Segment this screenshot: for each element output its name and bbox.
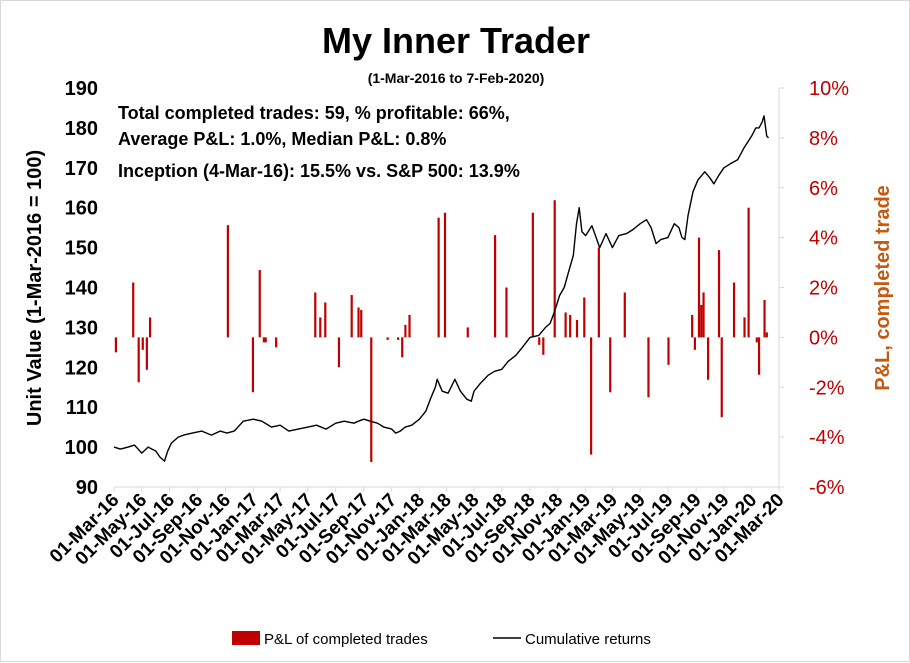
right-tick-label: 4% xyxy=(809,228,838,250)
right-tick-label: 0% xyxy=(809,327,838,349)
pnl-bar xyxy=(397,337,400,340)
pnl-bar xyxy=(747,207,750,338)
pnl-bar xyxy=(732,282,736,338)
left-tick-label: 120 xyxy=(65,357,98,379)
pnl-bar xyxy=(505,287,508,338)
pnl-bar xyxy=(466,327,469,338)
right-tick-label: 6% xyxy=(809,178,838,200)
left-tick-label: 130 xyxy=(65,317,98,339)
pnl-bar xyxy=(404,324,407,338)
right-axis-label: P&L, completed trade xyxy=(872,185,894,391)
pnl-bar xyxy=(258,270,261,338)
pnl-bar xyxy=(720,337,723,418)
pnl-bar xyxy=(667,337,670,365)
pnl-bar xyxy=(693,337,696,350)
right-tick-label: 8% xyxy=(809,128,838,150)
chart-title: My Inner Trader xyxy=(322,20,590,61)
left-tick-label: 150 xyxy=(65,238,98,260)
pnl-bar xyxy=(755,337,758,343)
pnl-bar xyxy=(763,299,766,338)
left-tick-label: 180 xyxy=(65,118,98,140)
pnl-bar xyxy=(314,292,317,338)
pnl-bar xyxy=(275,337,278,348)
left-tick-label: 190 xyxy=(65,78,98,100)
pnl-bar xyxy=(583,297,586,338)
pnl-bar xyxy=(569,314,572,338)
legend: P&L of completed trades Cumulative retur… xyxy=(232,631,651,648)
pnl-bar xyxy=(647,337,650,398)
pnl-bar xyxy=(609,337,612,393)
right-tick-label: -2% xyxy=(809,377,845,399)
annotation-line-3: Inception (4-Mar-16): 15.5% vs. S&P 500:… xyxy=(118,161,520,181)
left-axis-label: Unit Value (1-Mar-2016 = 100) xyxy=(24,150,46,426)
pnl-bar xyxy=(251,337,255,393)
pnl-bar xyxy=(700,304,703,338)
left-tick-label: 90 xyxy=(76,477,98,499)
pnl-bar xyxy=(691,314,694,338)
right-tick-label: 10% xyxy=(809,78,849,100)
cumulative-returns-line xyxy=(113,115,770,462)
pnl-bar xyxy=(226,225,229,338)
plot-area: 90 100 110 120 130 140 150 160 170 180 190 -6% -4% -2… xyxy=(46,78,849,570)
pnl-bar xyxy=(132,282,135,338)
chart-subtitle: (1-Mar-2016 to 7-Feb-2020) xyxy=(368,70,545,86)
pnl-bar xyxy=(148,317,152,338)
pnl-bar xyxy=(137,337,140,383)
pnl-bar xyxy=(360,309,363,338)
pnl-bar xyxy=(553,200,556,338)
pnl-bar xyxy=(564,312,567,338)
pnl-bar xyxy=(145,337,148,370)
pnl-bar xyxy=(542,337,545,355)
pnl-bar xyxy=(264,337,267,343)
annotation-line-1: Total completed trades: 59, % profitable… xyxy=(118,103,510,123)
pnl-bar xyxy=(262,337,265,343)
pnl-bar xyxy=(350,294,353,338)
pnl-bar xyxy=(319,317,322,338)
pnl-bar xyxy=(575,319,579,338)
pnl-bar xyxy=(141,337,144,350)
pnl-bar xyxy=(702,292,705,338)
pnl-bar xyxy=(114,337,118,353)
pnl-bar xyxy=(324,302,327,338)
pnl-bar xyxy=(706,337,710,380)
pnl-bar xyxy=(437,217,440,338)
left-tick-label: 140 xyxy=(65,278,98,300)
pnl-bar xyxy=(493,235,497,338)
pnl-bar xyxy=(408,314,411,338)
pnl-bar xyxy=(357,307,360,338)
pnl-bar xyxy=(386,337,389,340)
pnl-bar xyxy=(743,317,746,338)
legend-label-bars: P&L of completed trades xyxy=(264,631,428,648)
left-tick-label: 100 xyxy=(65,437,98,459)
pnl-bar xyxy=(597,247,600,338)
right-tick-label: -6% xyxy=(809,477,845,499)
left-tick-label: 110 xyxy=(66,397,98,419)
annotation-line-2: Average P&L: 1.0%, Median P&L: 0.8% xyxy=(118,129,446,149)
right-tick-label: 2% xyxy=(809,278,838,300)
legend-label-line: Cumulative returns xyxy=(525,631,651,648)
pnl-bar xyxy=(765,332,768,338)
left-tick-label: 160 xyxy=(65,198,98,220)
pnl-bar xyxy=(623,292,626,338)
pnl-bar xyxy=(757,337,761,375)
pnl-bar xyxy=(337,337,341,368)
pnl-bar xyxy=(370,337,373,463)
pnl-bar xyxy=(717,250,721,338)
left-tick-label: 170 xyxy=(65,158,98,180)
right-tick-label: -4% xyxy=(809,427,845,449)
pnl-bar xyxy=(538,337,541,345)
pnl-bar xyxy=(443,212,447,338)
legend-swatch-bars xyxy=(232,631,260,645)
pnl-bar xyxy=(401,337,404,358)
pnl-bar xyxy=(531,212,534,338)
pnl-bar xyxy=(697,237,701,338)
pnl-bar xyxy=(590,337,593,455)
